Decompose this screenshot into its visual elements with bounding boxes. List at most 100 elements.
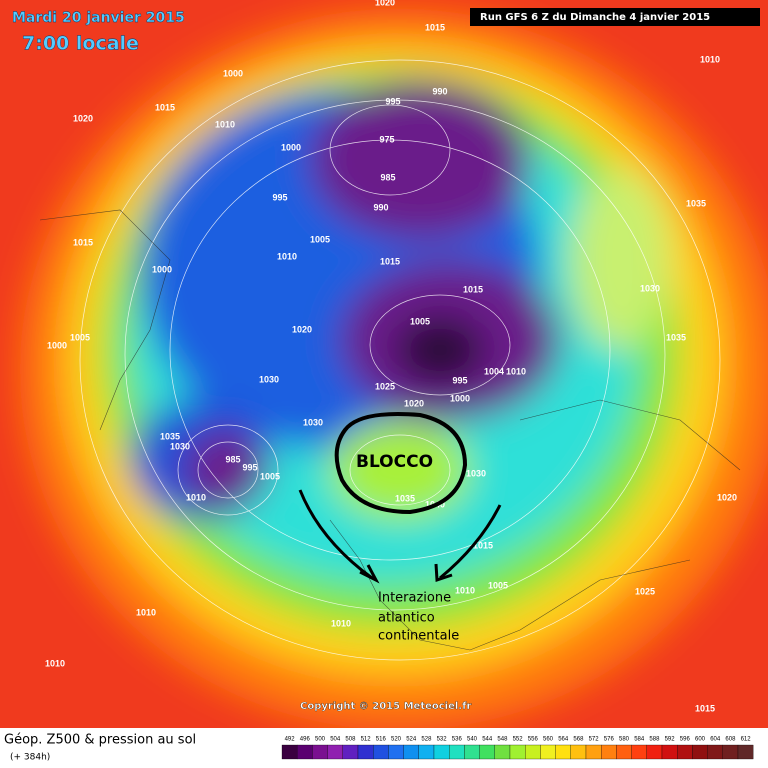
scale-swatch [449, 744, 465, 760]
arrowhead [359, 564, 380, 584]
scale-swatch [297, 744, 313, 760]
isobar-label: 995 [452, 375, 467, 385]
isobar-label: 1015 [463, 284, 483, 294]
scale-swatch [692, 744, 708, 760]
isobar-label: 1005 [70, 332, 90, 342]
isobars [79, 59, 721, 661]
forecast-time: 7:00 locale [22, 33, 139, 55]
scale-swatch [464, 744, 480, 760]
scale-label: 604 [710, 737, 721, 743]
isobar-label: 1020 [375, 0, 395, 7]
scale-swatch [312, 744, 328, 760]
scale-swatch [509, 744, 526, 760]
isobar-label: 1030 [170, 441, 190, 451]
lead-time: (+ 384h) [10, 753, 50, 763]
isobar-label: 1000 [281, 142, 301, 152]
isobar-label: 1020 [404, 398, 424, 408]
color-scale: 492 496 500 504 508 512 516 520 524 528 532 536 540 5… [281, 737, 754, 760]
forecast-date: Mardi 20 janvier 2015 [12, 10, 185, 26]
interaction-label: Interazione [378, 591, 451, 606]
block-label: BLOCCO [356, 452, 433, 472]
scale-label: 612 [741, 737, 752, 743]
isobar-label: 1010 [455, 585, 475, 595]
geopotential-field [0, 0, 768, 728]
isobar-label: 1000 [152, 264, 172, 274]
isobar-label: 1000 [47, 340, 67, 350]
scale-swatch [661, 744, 678, 760]
scale-label: 532 [437, 737, 448, 743]
isobar-label: 995 [242, 462, 257, 472]
isobar-label: 1005 [260, 471, 280, 481]
isobar-label: 1010 [136, 607, 156, 617]
isobar-label: 990 [432, 86, 447, 96]
scale-swatch [707, 744, 723, 760]
scale-swatch [418, 744, 435, 760]
isobar-label: 1010 [277, 251, 297, 261]
scale-label: 500 [315, 737, 326, 743]
scale-label: 524 [406, 737, 417, 743]
scale-swatch [494, 744, 511, 760]
isobar-label: 1020 [73, 113, 93, 123]
isobar-label: 1020 [292, 324, 312, 334]
scale-label: 548 [497, 737, 508, 743]
scale-swatch [281, 744, 298, 760]
scale-label: 556 [528, 737, 539, 743]
scale-label: 496 [300, 737, 311, 743]
isobar-label: 1015 [155, 102, 175, 112]
isobar-label: 1005 [310, 234, 330, 244]
scale-swatch [327, 744, 343, 760]
scale-swatch [555, 744, 571, 760]
scale-swatch [342, 744, 359, 760]
arrowhead [434, 563, 453, 583]
isobar-label: 1030 [640, 283, 660, 293]
isobar-label: 1004 [484, 366, 504, 376]
isobar-label: 1005 [410, 316, 430, 326]
isobar-label: 1030 [259, 374, 279, 384]
scale-label: 512 [361, 737, 372, 743]
isobar-label: 995 [385, 96, 400, 106]
isobar-label: 1000 [450, 393, 470, 403]
isobar-label: 1010 [186, 492, 206, 502]
isobar-label: 995 [272, 192, 287, 202]
scale-label: 584 [634, 737, 645, 743]
isobar-label: 1015 [695, 703, 715, 713]
isobar-label: 1005 [488, 580, 508, 590]
isobar-label: 1010 [700, 54, 720, 64]
scale-swatch [601, 744, 617, 760]
scale-label: 508 [345, 737, 356, 743]
isobar-label: 1010 [45, 658, 65, 668]
scale-label: 492 [285, 737, 296, 743]
isobar-label: 1010 [215, 119, 235, 129]
scale-label: 572 [589, 737, 600, 743]
isobar-label: 1030 [303, 417, 323, 427]
legend-title: Géop. Z500 & pression au sol [4, 733, 196, 748]
isobar-label: 1035 [686, 198, 706, 208]
scale-swatch [570, 744, 587, 760]
run-info: Run GFS 6 Z du Dimanche 4 janvier 2015 [480, 12, 710, 23]
isobar-label: 1030 [466, 468, 486, 478]
copyright: Copyright © 2015 Meteociel.fr [300, 701, 471, 712]
isobar-label: 1035 [666, 332, 686, 342]
arrow [298, 489, 373, 580]
scale-swatch [585, 744, 602, 760]
scale-swatch [722, 744, 739, 760]
scale-label: 564 [558, 737, 569, 743]
isobar-label: 1025 [635, 586, 655, 596]
scale-label: 592 [665, 737, 676, 743]
scale-label: 528 [421, 737, 432, 743]
scale-swatch [479, 744, 495, 760]
scale-label: 576 [604, 737, 615, 743]
block-outline [334, 412, 468, 515]
scale-label: 504 [330, 737, 341, 743]
scale-swatch [403, 744, 419, 760]
isobar-label: 975 [379, 134, 394, 144]
scale-swatch [616, 744, 632, 760]
scale-label: 540 [467, 737, 478, 743]
scale-label: 580 [619, 737, 630, 743]
scale-swatch [677, 744, 693, 760]
isobar-label: 1035 [160, 431, 180, 441]
scale-swatch [388, 744, 404, 760]
scale-swatch [646, 744, 663, 760]
